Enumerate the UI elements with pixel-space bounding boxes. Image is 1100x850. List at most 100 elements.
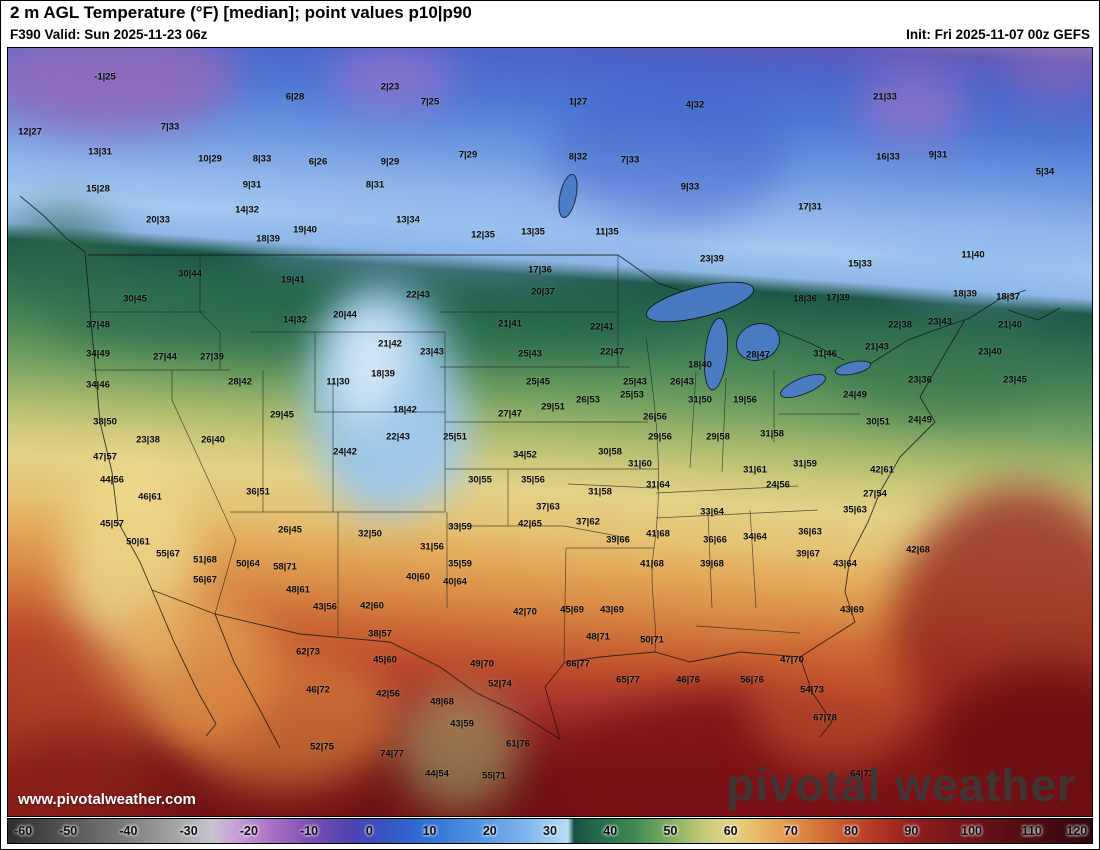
colorbar-tick: 30	[543, 824, 557, 838]
point-value: 32|50	[358, 528, 382, 540]
point-value: 20|37	[531, 286, 555, 298]
point-value: 36|66	[703, 534, 727, 546]
point-value: 28|47	[746, 349, 770, 361]
point-value: 26|43	[670, 376, 694, 388]
point-value: 21|33	[873, 91, 897, 103]
point-value: 18|39	[256, 233, 280, 245]
point-value: 34|52	[513, 449, 537, 461]
point-value: 34|49	[86, 348, 110, 360]
arctic-purple-overlay-1	[8, 48, 238, 133]
point-value: 38|50	[93, 416, 117, 428]
point-value: 67|78	[813, 712, 837, 724]
watermark-brand: pivotal weather	[726, 759, 1076, 811]
point-value: 17|36	[528, 264, 552, 276]
colorbar-tick: 100	[961, 824, 982, 838]
point-value: 31|50	[688, 394, 712, 406]
point-value: 27|54	[863, 488, 887, 500]
point-value: 29|45	[270, 409, 294, 421]
point-value: 51|68	[193, 554, 217, 566]
point-value: 17|39	[826, 292, 850, 304]
point-value: 42|70	[513, 606, 537, 618]
point-value: 8|31	[365, 179, 385, 191]
point-value: 11|40	[961, 249, 985, 261]
point-value: 23|40	[978, 346, 1002, 358]
point-value: 43|64	[833, 558, 857, 570]
point-value: 20|44	[333, 309, 357, 321]
colorbar-tick: 60	[723, 824, 738, 838]
point-value: 35|59	[448, 558, 472, 570]
point-value: 4|32	[685, 99, 705, 111]
point-value: 37|63	[536, 501, 560, 513]
colorbar-tick: 70	[783, 824, 798, 838]
colorbar-tick: -40	[119, 824, 138, 838]
point-value: 26|40	[201, 434, 225, 446]
point-value: 31|64	[646, 479, 670, 491]
point-value: 16|33	[876, 151, 900, 163]
point-value: 22|47	[600, 346, 624, 358]
point-value: 25|45	[526, 376, 550, 388]
point-value: 23|45	[1003, 374, 1027, 386]
point-value: 26|45	[278, 524, 302, 536]
point-value: 42|61	[870, 464, 894, 476]
point-value: 46|72	[306, 684, 330, 696]
point-value: 42|68	[906, 544, 930, 556]
point-value: 18|39	[371, 368, 395, 380]
point-value: 10|29	[198, 153, 222, 165]
point-value: 24|49	[843, 389, 867, 401]
point-value: 30|58	[598, 446, 622, 458]
point-value: 7|33	[160, 121, 180, 133]
point-value: 8|33	[252, 153, 272, 165]
point-value: 27|47	[498, 408, 522, 420]
colorbar-tick: 80	[844, 824, 859, 838]
point-value: 23|36	[908, 374, 932, 386]
point-value: 48|71	[586, 631, 610, 643]
point-value: 54|73	[800, 684, 824, 696]
point-value: 21|42	[378, 338, 402, 350]
point-value: 35|63	[843, 504, 867, 516]
point-value: 33|59	[448, 521, 472, 533]
point-value: 13|35	[521, 226, 545, 238]
point-value: 39|66	[606, 534, 630, 546]
point-value: 31|61	[743, 464, 767, 476]
watermark-url: www.pivotalweather.com	[18, 791, 196, 808]
point-value: 19|41	[281, 274, 305, 286]
point-value: 56|76	[740, 674, 764, 686]
point-value: 13|31	[88, 146, 112, 158]
temperature-colorbar: -60 -50 -40 -30 -20 -10 0 10 20 30 40 50 60 70 80 90 100…	[7, 818, 1093, 844]
point-value: 66|77	[566, 658, 590, 670]
point-value: 74|77	[380, 748, 404, 760]
point-value: 35|56	[521, 474, 545, 486]
colorbar-tick: -10	[300, 824, 319, 838]
point-value: 7|25	[420, 96, 440, 108]
point-value: 14|32	[235, 204, 259, 216]
point-value: 23|39	[700, 253, 724, 265]
colorbar-tick: -50	[59, 824, 78, 838]
point-value: 26|56	[643, 411, 667, 423]
point-value: 49|70	[470, 658, 494, 670]
point-value: 31|56	[420, 541, 444, 553]
temperature-map[interactable]: -1|25 6|28 2|23 7|25 1|27 4|32 21|33 12|27 7|33 1…	[7, 47, 1093, 817]
point-value: 22|43	[386, 431, 410, 443]
colorbar-tick: 10	[422, 824, 437, 838]
point-value: 18|39	[953, 288, 977, 300]
init-time-label: Init: Fri 2025-11-07 00z GEFS	[906, 27, 1090, 42]
colorbar-tick: -20	[239, 824, 258, 838]
mexico-highland-overlay	[398, 688, 520, 810]
point-value: 50|64	[236, 558, 260, 570]
colorbar-tick: 0	[365, 824, 373, 838]
point-value: 31|59	[793, 458, 817, 470]
point-value: 43|59	[450, 718, 474, 730]
bc-coast-green-overlay	[8, 208, 118, 303]
point-value: 30|55	[468, 474, 492, 486]
point-value: 46|76	[676, 674, 700, 686]
point-value: 24|49	[908, 414, 932, 426]
point-value: 48|68	[430, 696, 454, 708]
point-value: 6|26	[308, 156, 328, 168]
point-value: 43|69	[600, 604, 624, 616]
map-header: 2 m AGL Temperature (°F) [median]; point…	[1, 1, 1099, 47]
point-value: 38|57	[368, 628, 392, 640]
colorbar-tick: 50	[663, 824, 678, 838]
point-value: 30|44	[178, 268, 202, 280]
point-value: 31|58	[760, 428, 784, 440]
point-value: 30|51	[866, 416, 890, 428]
